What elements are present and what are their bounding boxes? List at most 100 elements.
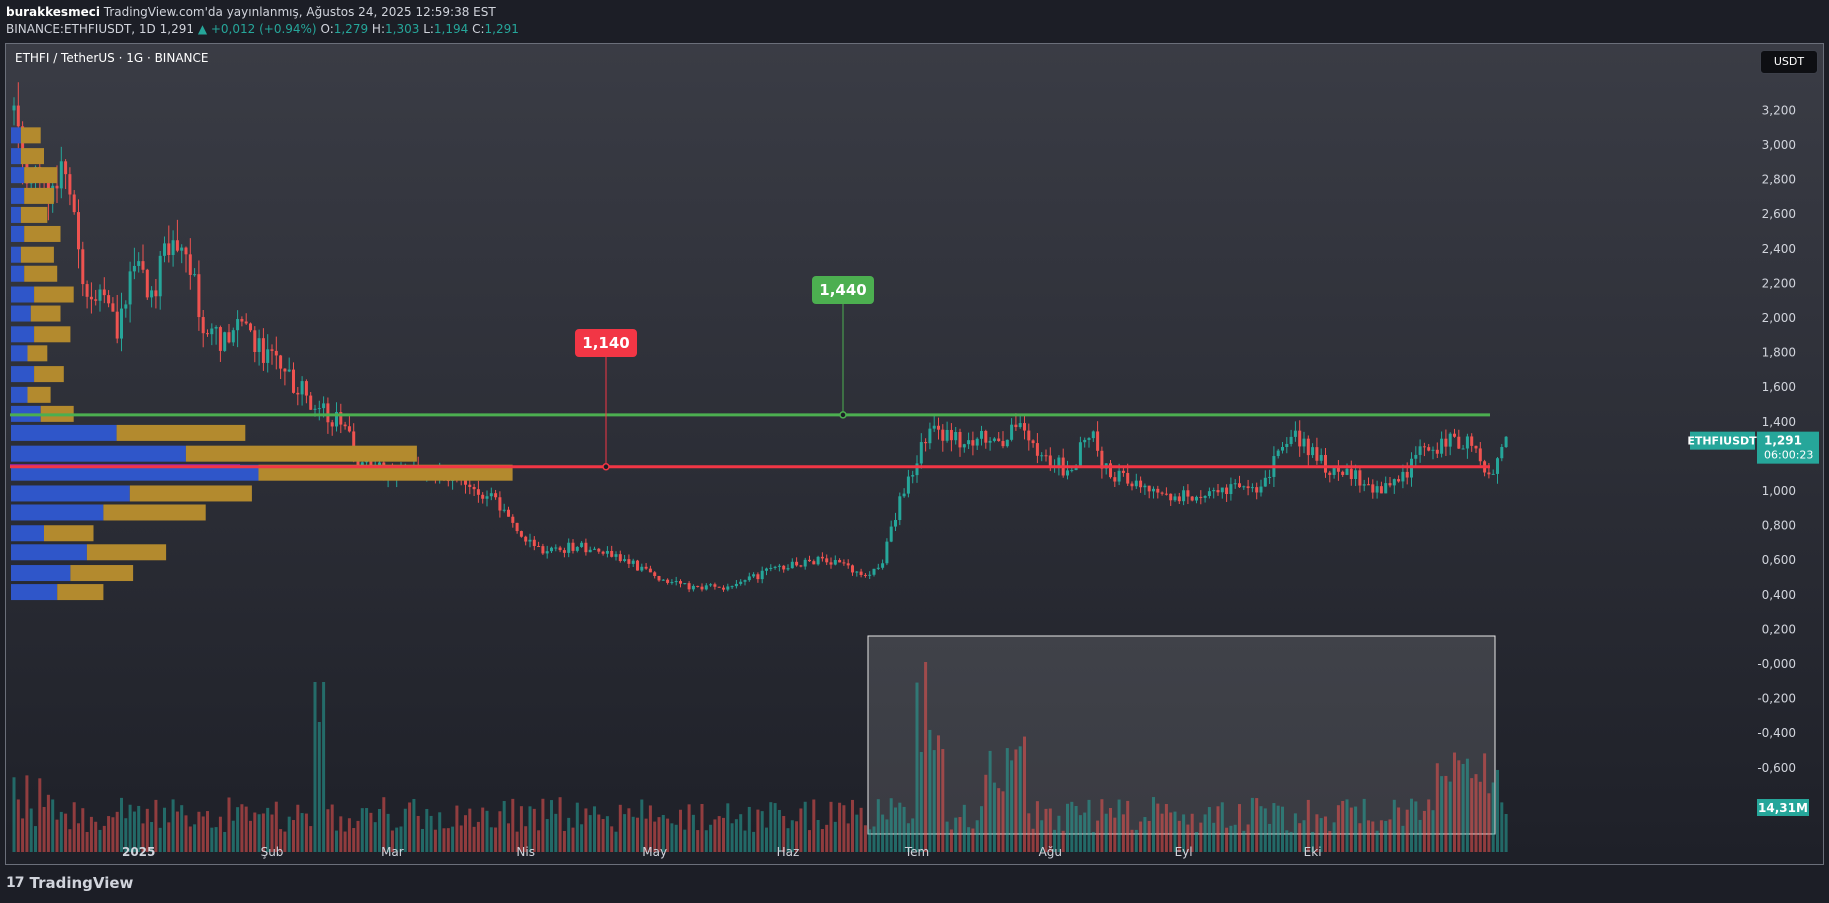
volume-profile-buy [11,525,44,542]
volume-profile-sell [20,127,41,144]
candle-body [859,571,863,575]
volume-bar [253,812,257,852]
volume-bar [683,829,687,852]
volume-bar [283,831,287,852]
candle-body [752,574,756,577]
volume-bar [1345,799,1349,852]
candle-body [1470,436,1474,446]
volume-bar [429,815,433,852]
candle-body [1324,454,1327,473]
candle-body [984,430,988,443]
publisher-user: burakkesmeci [6,5,100,19]
volume-bar [309,826,313,852]
candle-body [1422,446,1426,448]
candle-body [1066,470,1069,476]
volume-bar [1134,829,1138,852]
volume-bar [532,808,536,852]
volume-bar [481,807,485,852]
volume-bar [1405,809,1409,852]
candle-body [1109,463,1112,478]
volume-bar [72,802,76,852]
candle-body [1487,472,1491,475]
candle-body [124,304,128,309]
x-axis: 2025 Şub Mar Nis May Haz Tem Ağu Eyl Eki [122,845,1322,859]
y-tick-label: 3,200 [1762,103,1796,117]
candle-body [1027,430,1031,441]
volume-bar [679,809,682,852]
candle-body [614,554,618,557]
candle-body [790,561,794,569]
candle-body [1147,485,1151,492]
volume-bar [115,811,119,852]
volume-bar [1238,804,1241,852]
candle-body [722,587,725,590]
candle-body [992,438,996,441]
volume-bar [390,830,394,852]
candle-body [670,582,674,584]
candle-body [498,497,502,511]
candle-body [1345,468,1349,475]
volume-bar [236,807,240,852]
candle-body [777,565,781,567]
volume-bar [365,808,369,852]
chart-frame[interactable] [5,43,1824,865]
currency-chip[interactable]: USDT [1760,50,1818,74]
candle-body [231,330,235,343]
candle-body [184,247,188,255]
volume-profile-buy [11,584,58,601]
candle-body [1164,493,1168,495]
volume-bar [107,816,111,852]
volume-bar [21,818,25,852]
candle-body [292,369,295,393]
volume-bar [1225,827,1229,852]
volume-bar [1242,830,1246,852]
candle-body [464,477,467,485]
volume-bar [120,797,123,852]
volume-bar [1285,830,1289,852]
volume-bar [421,828,424,852]
volume-bar [657,817,661,852]
volume-bar [803,801,807,852]
candle-body [756,574,760,580]
candle-body [1238,483,1241,488]
candle-body [85,284,89,297]
candle-body [223,332,227,351]
volume-bar [1457,760,1461,852]
volume-bar [713,819,717,852]
candle-body [1100,450,1104,469]
x-tick-label: May [642,845,667,859]
volume-bar [937,735,940,852]
candle-body [1440,438,1444,454]
volume-profile-sell [24,225,61,242]
volume-bar [1401,825,1405,852]
candle-body [816,556,820,565]
y-tick-label: 0,400 [1762,588,1796,602]
candle-body [1126,472,1130,484]
candle-body [537,546,541,548]
volume-bar [833,821,837,852]
candle-body [1474,445,1478,449]
candle-body [825,558,829,563]
candle-body [1341,471,1345,475]
volume-profile-sell [24,265,58,282]
volume-bar [1027,813,1031,852]
volume-bar [1083,812,1087,852]
candle-body [107,295,111,304]
volume-bar [988,750,992,852]
candle-body [691,585,695,590]
candle-body [68,174,72,195]
volume-bar [661,814,665,852]
low-label: L: [423,22,434,36]
candle-body [1268,476,1272,478]
volume-bar [339,816,343,852]
candle-body [1139,480,1143,488]
candle-body [971,440,975,446]
candle-body [360,462,364,466]
volume-bar [885,819,889,852]
candle-body [919,442,923,464]
candle-body [709,584,713,586]
volume-bar [562,830,566,852]
volume-bar [906,823,910,852]
volume-bar [1035,801,1039,852]
